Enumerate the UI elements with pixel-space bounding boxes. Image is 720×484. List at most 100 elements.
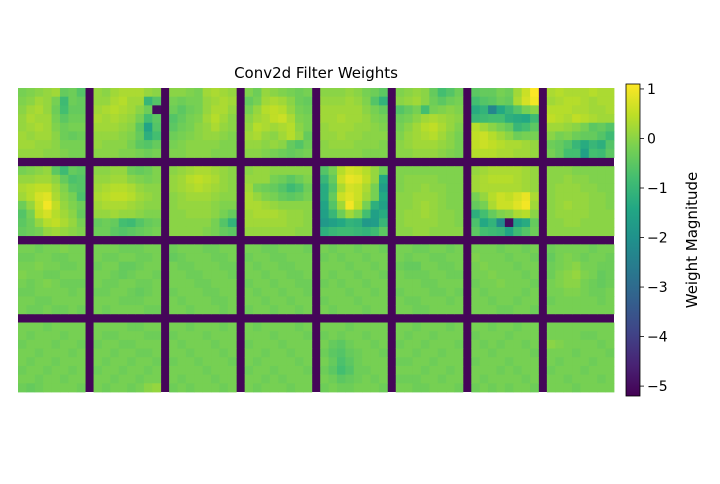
heatmap-cell (101, 261, 111, 271)
heatmap-cell (93, 339, 103, 349)
heatmap-cell (362, 348, 371, 358)
heatmap-cell (18, 174, 27, 184)
heatmap-cell (68, 270, 78, 280)
heatmap-cell (278, 279, 288, 289)
heatmap-cell (202, 305, 212, 315)
heatmap-cell (34, 322, 44, 332)
heatmap-cell (110, 192, 120, 202)
heatmap-cell (93, 244, 103, 254)
heatmap-cell (572, 148, 581, 158)
heatmap-cell (555, 148, 565, 158)
heatmap-cell (588, 174, 598, 184)
heatmap-cell (530, 287, 539, 297)
heatmap-cell (404, 114, 413, 124)
heatmap-cell (177, 279, 187, 289)
heatmap-cell (18, 305, 27, 315)
heatmap-cell (286, 357, 296, 367)
heatmap-cell (110, 105, 120, 115)
heatmap-cell (504, 296, 514, 306)
heatmap-cell (34, 339, 44, 349)
heatmap-cell (530, 166, 539, 176)
heatmap-cell (110, 305, 120, 315)
heatmap-cell (555, 287, 565, 297)
heatmap-cell (18, 331, 27, 341)
heatmap-cell (395, 270, 405, 280)
heatmap-cell (504, 183, 514, 193)
heatmap-cell (18, 287, 27, 297)
heatmap-cell (76, 261, 86, 271)
heatmap-cell (26, 131, 36, 141)
heatmap-cell (303, 270, 313, 280)
heatmap-cell (177, 166, 187, 176)
heatmap-cell (68, 218, 78, 228)
heatmap-cell (101, 322, 111, 332)
heatmap-cell (227, 166, 237, 176)
heatmap-cell (143, 183, 153, 193)
heatmap-cell (26, 365, 36, 376)
heatmap-cell (336, 226, 346, 237)
heatmap-cell (328, 357, 338, 367)
heatmap-cell (59, 148, 69, 158)
heatmap-cell (504, 244, 514, 254)
heatmap-cell (278, 365, 288, 376)
heatmap-cell (51, 348, 61, 358)
heatmap-cell (219, 296, 229, 306)
heatmap-cell (227, 131, 237, 141)
heatmap-cell (303, 253, 313, 263)
heatmap-cell (353, 114, 363, 124)
heatmap-cell (202, 192, 212, 202)
heatmap-cell (378, 270, 388, 280)
heatmap-cell (118, 331, 128, 341)
heatmap-cell (546, 365, 556, 376)
heatmap-cell (253, 331, 262, 341)
heatmap-cell (253, 96, 262, 106)
heatmap-cell (429, 244, 439, 254)
heatmap-cell (127, 339, 136, 349)
heatmap-cell (303, 339, 313, 349)
heatmap-cell (521, 261, 531, 271)
heatmap-cell (370, 226, 380, 237)
heatmap-cell (479, 287, 489, 297)
heatmap-cell (597, 383, 606, 393)
heatmap-cell (412, 339, 422, 349)
heatmap-cell (345, 261, 355, 271)
heatmap-cell (328, 331, 338, 341)
heatmap-cell (336, 339, 346, 349)
heatmap-cell (261, 339, 271, 349)
heatmap-cell (496, 270, 506, 280)
heatmap-cell (572, 287, 581, 297)
heatmap-cell (253, 140, 262, 150)
heatmap-cell (420, 348, 430, 358)
heatmap-cell (18, 88, 27, 98)
heatmap-cell (471, 209, 481, 219)
heatmap-cell (336, 166, 346, 176)
heatmap-cell (34, 209, 44, 219)
heatmap-cell (446, 374, 455, 384)
heatmap-cell (202, 348, 212, 358)
heatmap-cell (118, 140, 128, 150)
heatmap-cell (118, 114, 128, 124)
heatmap-cell (253, 339, 262, 349)
heatmap-cell (227, 261, 237, 271)
heatmap-cell (420, 131, 430, 141)
heatmap-cell (303, 374, 313, 384)
heatmap-cell (43, 357, 52, 367)
heatmap-cell (597, 226, 606, 237)
heatmap-cell (555, 114, 565, 124)
heatmap-cell (353, 140, 363, 150)
heatmap-cell (286, 105, 296, 115)
heatmap-cell (177, 348, 187, 358)
heatmap-cell (26, 357, 36, 367)
heatmap-cell (101, 226, 111, 237)
heatmap-cell (59, 374, 69, 384)
heatmap-cell (563, 253, 573, 263)
heatmap-cell (177, 331, 187, 341)
heatmap-cell (185, 253, 195, 263)
heatmap-cell (446, 105, 455, 115)
heatmap-cell (152, 140, 162, 150)
heatmap-cell (496, 200, 506, 210)
heatmap-cell (295, 296, 304, 306)
heatmap-cell (76, 322, 86, 332)
heatmap-cell (412, 192, 422, 202)
heatmap-cell (110, 131, 120, 141)
